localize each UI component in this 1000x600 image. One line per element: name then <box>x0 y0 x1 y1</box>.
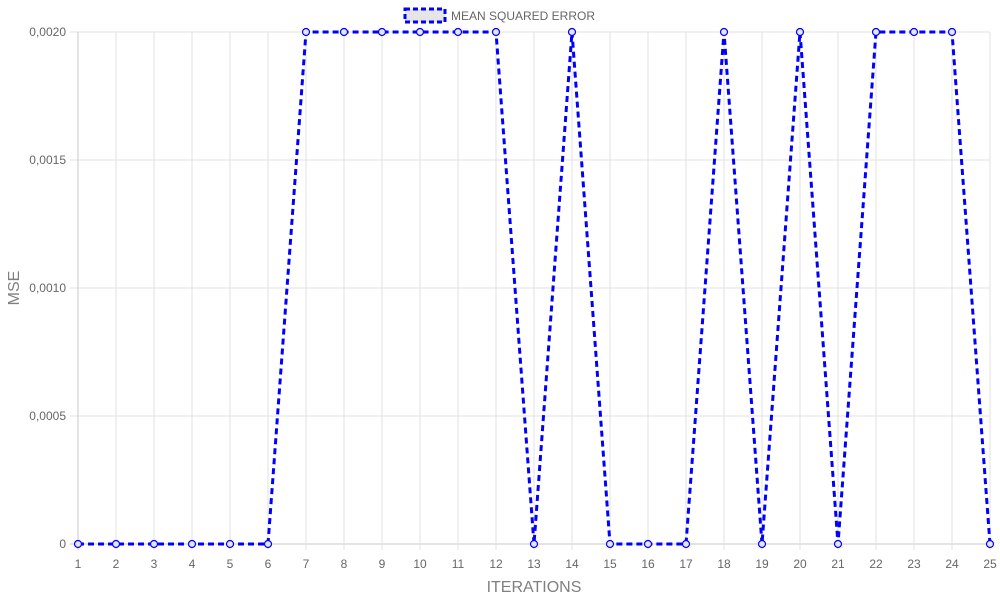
x-tick-label: 25 <box>983 557 997 571</box>
x-tick-label: 5 <box>227 557 234 571</box>
data-point[interactable] <box>377 27 387 37</box>
data-point[interactable] <box>795 27 805 37</box>
x-tick-label: 8 <box>341 557 348 571</box>
x-tick-label: 6 <box>265 557 272 571</box>
x-tick-label: 17 <box>679 557 693 571</box>
data-point[interactable] <box>149 539 159 549</box>
data-point[interactable] <box>187 539 197 549</box>
x-tick-label: 23 <box>907 557 921 571</box>
x-tick-label: 1 <box>75 557 82 571</box>
grid <box>70 31 991 550</box>
x-tick-label: 16 <box>641 557 655 571</box>
legend-label: MEAN SQUARED ERROR <box>451 9 595 23</box>
x-tick-label: 20 <box>793 557 807 571</box>
y-axis-title: MSE <box>6 271 23 306</box>
x-tick-label: 10 <box>413 557 427 571</box>
x-tick-label: 21 <box>831 557 845 571</box>
legend-swatch <box>403 7 447 24</box>
data-point[interactable] <box>339 27 349 37</box>
y-tick-label: 0,0010 <box>29 281 66 295</box>
x-tick-label: 22 <box>869 557 883 571</box>
data-point[interactable] <box>643 539 653 549</box>
y-tick-label: 0,0005 <box>29 409 66 423</box>
data-point[interactable] <box>757 539 767 549</box>
x-tick-label: 3 <box>151 557 158 571</box>
data-point[interactable] <box>719 27 729 37</box>
data-point[interactable] <box>567 27 577 37</box>
x-tick-label: 15 <box>603 557 617 571</box>
data-point[interactable] <box>833 539 843 549</box>
y-tick-label: 0 <box>59 537 66 551</box>
data-point[interactable] <box>529 539 539 549</box>
data-point[interactable] <box>263 539 273 549</box>
series-layer <box>73 27 995 549</box>
x-tick-label: 2 <box>113 557 120 571</box>
y-tick-label: 0,0015 <box>29 153 66 167</box>
data-point[interactable] <box>225 539 235 549</box>
x-axis-ticks: 1 2 3 4 5 6 7 8 9 10 11 12 13 14 15 16 17 18 19 20 21 22 23 24 2… <box>75 557 997 571</box>
x-tick-label: 19 <box>755 557 769 571</box>
data-point[interactable] <box>985 539 995 549</box>
x-tick-label: 18 <box>717 557 731 571</box>
data-point[interactable] <box>111 539 121 549</box>
x-tick-label: 4 <box>189 557 196 571</box>
x-tick-label: 7 <box>303 557 310 571</box>
data-point[interactable] <box>681 539 691 549</box>
data-point[interactable] <box>415 27 425 37</box>
data-point[interactable] <box>605 539 615 549</box>
data-point[interactable] <box>73 539 83 549</box>
x-tick-label: 12 <box>489 557 503 571</box>
data-point[interactable] <box>909 27 919 37</box>
data-point[interactable] <box>301 27 311 37</box>
x-tick-label: 14 <box>565 557 579 571</box>
data-point[interactable] <box>491 27 501 37</box>
y-axis-ticks: 0 0,0005 0,0010 0,0015 0,0020 <box>29 25 66 551</box>
x-tick-label: 11 <box>452 557 465 571</box>
x-tick-label: 9 <box>379 557 386 571</box>
data-point[interactable] <box>871 27 881 37</box>
y-tick-label: 0,0020 <box>29 25 66 39</box>
x-tick-label: 13 <box>527 557 541 571</box>
x-tick-label: 24 <box>945 557 959 571</box>
data-point[interactable] <box>453 27 463 37</box>
data-point[interactable] <box>947 27 957 37</box>
legend[interactable]: MEAN SQUARED ERROR <box>403 7 595 24</box>
x-axis-title: ITERATIONS <box>487 579 582 596</box>
